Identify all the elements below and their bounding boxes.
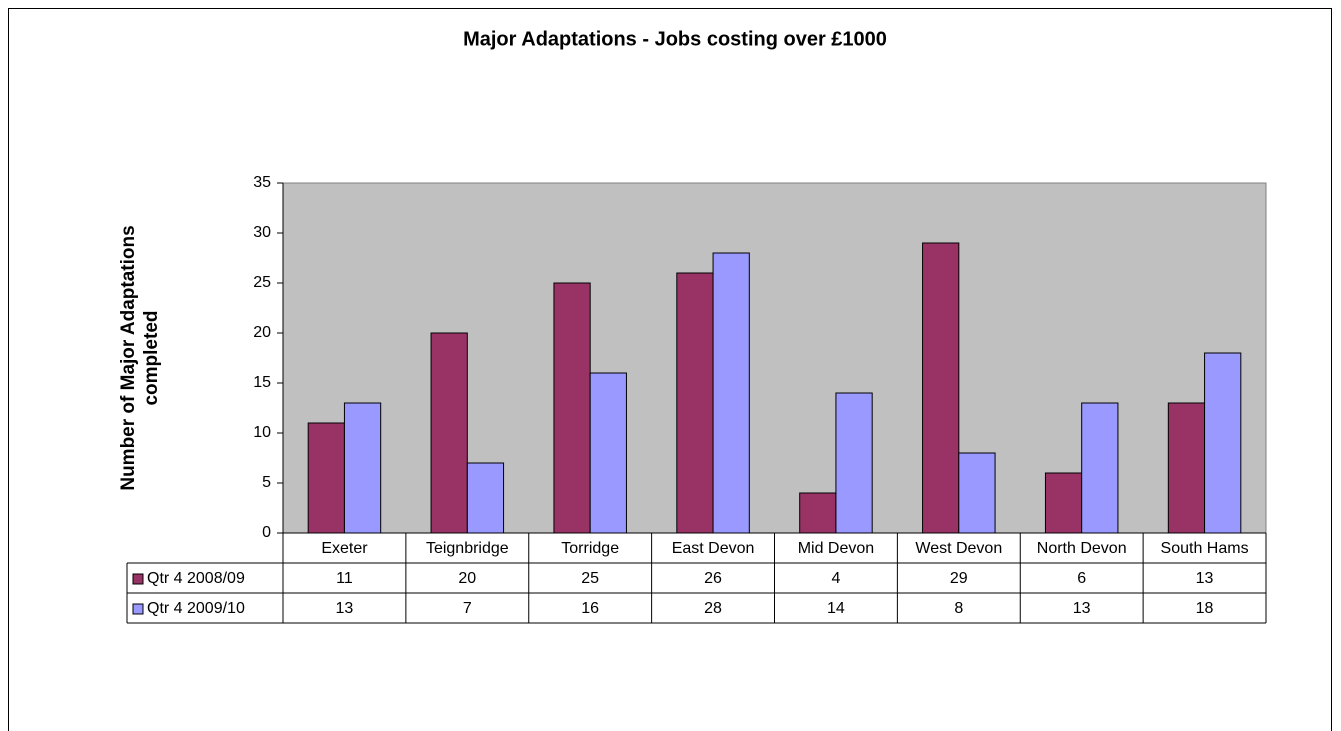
x-tick-label: East Devon xyxy=(672,540,755,557)
bar xyxy=(835,392,873,534)
table-value: 7 xyxy=(463,600,472,617)
x-tick-label: West Devon xyxy=(915,540,1002,557)
bar xyxy=(1167,402,1206,534)
bar xyxy=(589,372,627,534)
table-value: 20 xyxy=(458,570,476,587)
table-value: 13 xyxy=(1073,600,1091,617)
x-tick-label: Torridge xyxy=(561,540,619,557)
bar xyxy=(430,332,468,534)
y-tick-label: 15 xyxy=(253,374,271,391)
bar xyxy=(553,282,591,534)
bar xyxy=(307,422,345,534)
plot-area xyxy=(282,182,1267,534)
table-value: 4 xyxy=(831,570,840,587)
table-value: 26 xyxy=(704,570,722,587)
table-value: 29 xyxy=(950,570,968,587)
table-value: 13 xyxy=(1196,570,1214,587)
table-value: 8 xyxy=(954,600,963,617)
legend-label: Qtr 4 2008/09 xyxy=(147,570,245,587)
table-value: 16 xyxy=(581,600,599,617)
x-tick-label: South Hams xyxy=(1161,540,1249,557)
table-value: 13 xyxy=(336,600,354,617)
x-tick-label: Mid Devon xyxy=(798,540,874,557)
y-tick-label: 10 xyxy=(253,424,271,441)
bar xyxy=(1044,472,1083,534)
bar xyxy=(676,272,714,534)
bar xyxy=(958,452,996,534)
table-value: 14 xyxy=(827,600,845,617)
bar xyxy=(466,462,505,534)
y-tick-label: 25 xyxy=(253,274,271,291)
y-axis-label: Number of Major Adaptations completed xyxy=(118,225,162,491)
x-tick-label: Teignbridge xyxy=(426,540,509,557)
table-value: 11 xyxy=(336,570,353,587)
y-tick-label: 30 xyxy=(253,224,271,241)
table-value: 18 xyxy=(1196,600,1214,617)
chart-frame xyxy=(8,8,1332,731)
y-tick-label: 5 xyxy=(262,474,271,491)
bar xyxy=(1204,352,1242,534)
x-tick-label: Exeter xyxy=(321,540,368,557)
legend-label: Qtr 4 2009/10 xyxy=(147,600,245,617)
legend-key xyxy=(132,573,144,585)
x-tick-label: North Devon xyxy=(1037,540,1127,557)
bar xyxy=(712,252,750,534)
table-value: 28 xyxy=(704,600,722,617)
chart-title: Major Adaptations - Jobs costing over £1… xyxy=(463,28,887,50)
y-tick-label: 0 xyxy=(262,524,271,541)
bar xyxy=(343,402,382,534)
bar xyxy=(922,242,960,534)
legend-key xyxy=(132,603,144,615)
y-tick-label: 35 xyxy=(253,174,271,191)
y-tick-label: 20 xyxy=(253,324,271,341)
bar xyxy=(1081,402,1119,534)
bar xyxy=(799,492,837,534)
table-value: 6 xyxy=(1077,570,1086,587)
table-value: 25 xyxy=(581,570,599,587)
